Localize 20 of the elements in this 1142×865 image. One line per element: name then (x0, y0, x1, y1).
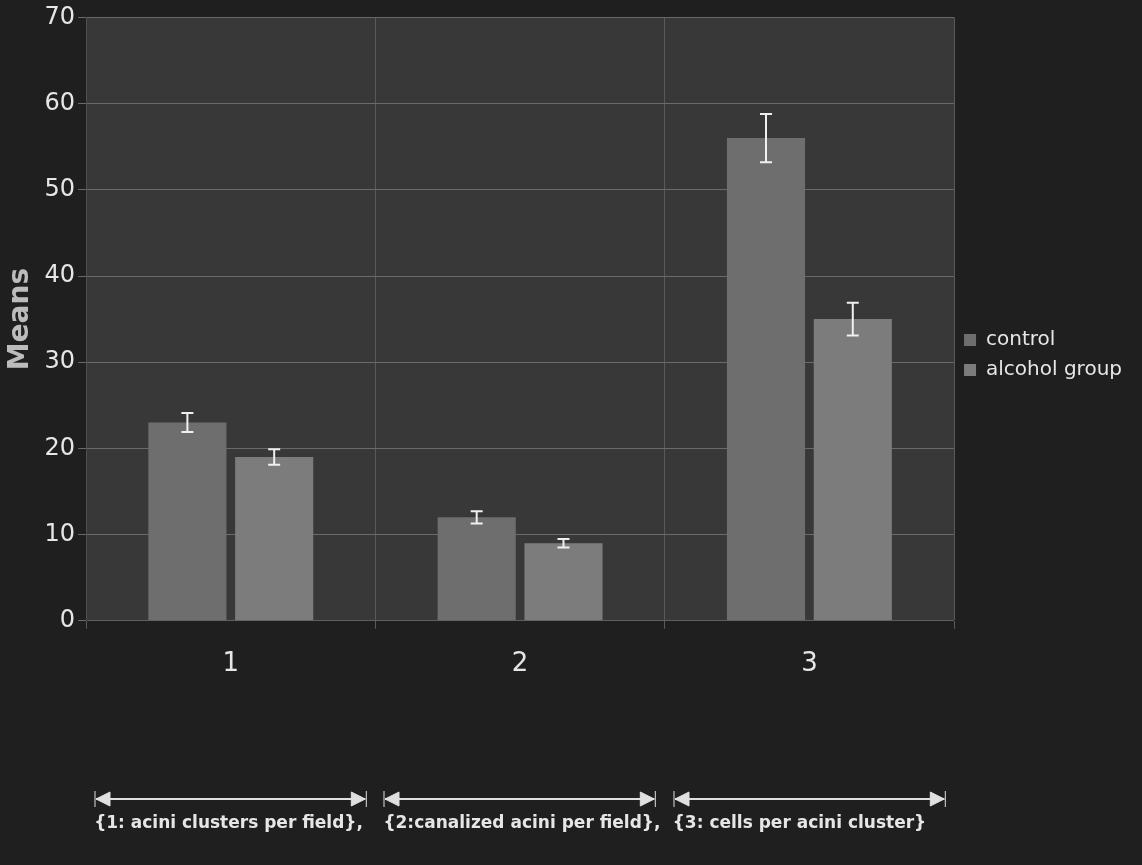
bar (524, 543, 603, 621)
legend-label: control (986, 326, 1056, 351)
y-tick-label: 0 (59, 605, 76, 634)
legend-label: alcohol group (986, 356, 1123, 381)
text: {3: cells per acini cluster} (672, 812, 928, 832)
x-tick-label: 2 (511, 647, 529, 678)
y-tick-label: 30 (44, 346, 76, 375)
text: {1: acini clusters per field}, (94, 812, 363, 832)
y-tick-label: 60 (44, 87, 76, 116)
x-tick-label: 1 (222, 647, 240, 678)
x-tick-label: 3 (801, 647, 818, 678)
y-tick-label: 40 (44, 260, 76, 289)
y-tick-label: 50 (44, 174, 76, 203)
text: {2:canalized acini per field}, (383, 812, 661, 832)
y-axis-title: Means (2, 267, 36, 371)
y-tick-label: 70 (44, 1, 76, 30)
y-tick-label: 20 (44, 432, 76, 461)
bar (813, 319, 892, 621)
y-tick-label: 10 (44, 518, 76, 547)
bar (235, 457, 314, 621)
